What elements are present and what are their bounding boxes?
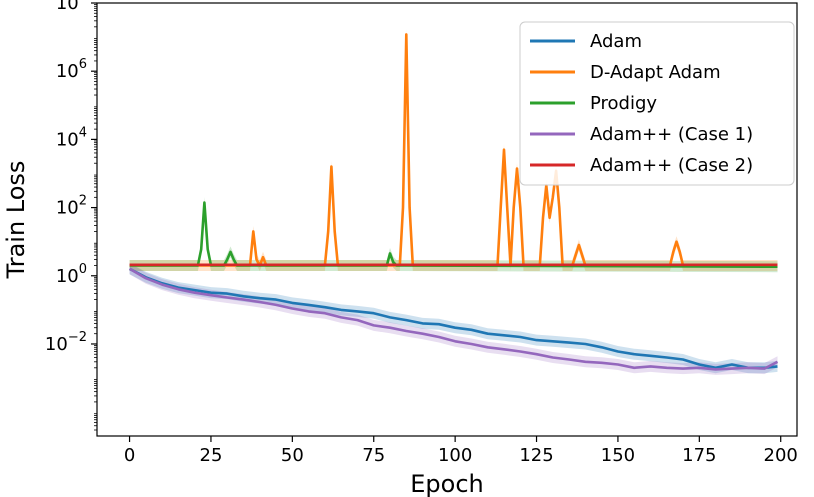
x-tick-label: 175 <box>682 445 716 466</box>
x-tick-label: 50 <box>281 445 304 466</box>
series-line-1 <box>129 33 778 267</box>
band-3 <box>129 263 778 375</box>
y-axis: 10−2 100 102 104 106 108 <box>45 0 97 431</box>
x-axis-label: Epoch <box>410 470 484 497</box>
y-tick-label: 10−2 <box>45 330 87 355</box>
x-tick-label: 25 <box>200 445 223 466</box>
series-line-2 <box>129 201 778 269</box>
legend-label: Adam <box>590 31 642 52</box>
band-0 <box>129 263 778 374</box>
y-axis-label: Train Loss <box>2 161 30 280</box>
legend-label: Prodigy <box>590 93 657 114</box>
legend: Adam D-Adapt Adam Prodigy Adam++ (Case 1) Ad… <box>519 21 795 186</box>
series-lines <box>128 33 779 371</box>
legend-label: Adam++ (Case 2) <box>590 155 753 176</box>
series-line-3 <box>128 267 779 371</box>
y-tick-label: 102 <box>56 194 87 219</box>
plot-frame <box>96 2 798 437</box>
x-tick-label: 150 <box>601 445 635 466</box>
legend-label: Adam++ (Case 1) <box>590 124 753 145</box>
x-tick-label: 100 <box>438 445 472 466</box>
series-line-0 <box>128 267 778 370</box>
y-tick-label: 104 <box>56 125 87 150</box>
y-tick-label: 106 <box>56 57 87 82</box>
x-tick-label: 200 <box>764 445 798 466</box>
y-tick-label: 108 <box>56 0 87 14</box>
x-axis: 0 25 50 75 100 125 150 175 200 <box>124 436 798 466</box>
y-tick-label: 100 <box>56 262 87 287</box>
x-tick-label: 75 <box>362 445 385 466</box>
legend-label: D-Adapt Adam <box>590 62 721 83</box>
x-tick-label: 125 <box>519 445 553 466</box>
legend-box <box>519 21 795 186</box>
x-tick-label: 0 <box>124 445 135 466</box>
